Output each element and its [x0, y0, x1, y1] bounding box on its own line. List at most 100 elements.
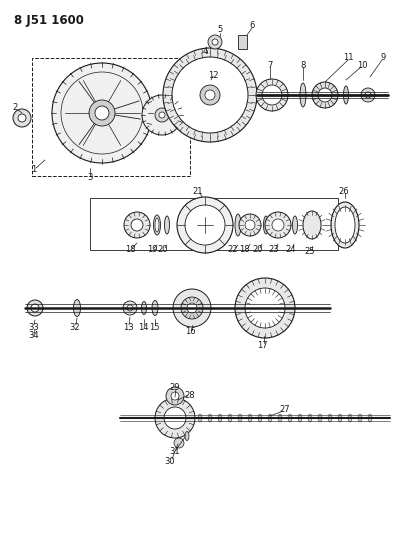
Circle shape [172, 57, 248, 133]
Text: 33: 33 [29, 322, 40, 332]
Text: 34: 34 [29, 332, 40, 341]
Ellipse shape [238, 414, 242, 422]
Circle shape [245, 220, 255, 230]
Circle shape [52, 63, 152, 163]
Circle shape [142, 95, 182, 135]
Circle shape [123, 301, 137, 315]
Circle shape [155, 108, 169, 122]
Text: 7: 7 [267, 61, 273, 69]
Circle shape [256, 79, 288, 111]
Text: 8: 8 [300, 61, 306, 69]
Ellipse shape [228, 414, 232, 422]
Text: 24: 24 [286, 246, 296, 254]
Ellipse shape [298, 414, 302, 422]
Circle shape [27, 300, 43, 316]
Ellipse shape [155, 218, 159, 232]
Text: 15: 15 [149, 322, 159, 332]
Circle shape [245, 288, 285, 328]
Text: 18: 18 [124, 246, 135, 254]
Ellipse shape [308, 414, 312, 422]
Circle shape [318, 88, 332, 102]
Circle shape [13, 109, 31, 127]
Circle shape [200, 85, 220, 105]
Circle shape [239, 214, 261, 236]
Circle shape [164, 407, 186, 429]
Text: 20: 20 [253, 246, 263, 254]
Ellipse shape [185, 432, 189, 440]
Text: 30: 30 [165, 456, 175, 465]
Circle shape [173, 289, 211, 327]
Ellipse shape [328, 414, 332, 422]
Ellipse shape [235, 214, 241, 236]
Text: 13: 13 [122, 322, 133, 332]
Circle shape [163, 48, 257, 142]
Text: 5: 5 [217, 25, 223, 34]
Text: 10: 10 [357, 61, 367, 69]
Circle shape [361, 88, 375, 102]
Circle shape [365, 92, 371, 98]
Bar [90, 198, 338, 250]
Circle shape [171, 392, 179, 400]
Text: 3: 3 [87, 174, 93, 182]
Ellipse shape [344, 86, 348, 104]
Text: 12: 12 [208, 70, 218, 79]
Circle shape [18, 114, 26, 122]
Text: 18: 18 [239, 246, 249, 254]
Text: 8 J51 1600: 8 J51 1600 [14, 14, 84, 27]
Ellipse shape [154, 215, 160, 235]
Ellipse shape [318, 414, 322, 422]
Text: 19: 19 [147, 246, 157, 254]
Ellipse shape [258, 414, 262, 422]
Circle shape [124, 212, 150, 238]
Ellipse shape [348, 414, 352, 422]
Circle shape [177, 197, 233, 253]
Circle shape [262, 85, 282, 105]
Text: 29: 29 [170, 383, 180, 392]
Text: 23: 23 [269, 246, 279, 254]
Text: 6: 6 [249, 21, 255, 30]
Ellipse shape [338, 414, 342, 422]
Text: 2: 2 [12, 102, 18, 111]
Circle shape [185, 205, 225, 245]
Text: 25: 25 [305, 247, 315, 256]
Ellipse shape [268, 414, 272, 422]
Circle shape [272, 219, 284, 231]
Ellipse shape [198, 414, 202, 422]
Text: 20: 20 [158, 246, 168, 254]
Circle shape [208, 35, 222, 49]
Text: 28: 28 [185, 391, 196, 400]
Ellipse shape [368, 414, 372, 422]
Circle shape [166, 387, 184, 405]
Text: 22: 22 [228, 246, 238, 254]
Ellipse shape [278, 414, 282, 422]
Ellipse shape [218, 414, 222, 422]
Text: 27: 27 [280, 406, 290, 415]
Text: 26: 26 [339, 188, 349, 197]
Circle shape [174, 438, 184, 448]
Ellipse shape [300, 83, 306, 107]
Circle shape [31, 304, 39, 312]
Text: 31: 31 [170, 448, 180, 456]
Ellipse shape [152, 301, 158, 316]
Text: 21: 21 [193, 188, 203, 197]
Circle shape [312, 82, 338, 108]
Ellipse shape [208, 414, 212, 422]
Bar [32, 58, 190, 176]
Text: 17: 17 [257, 341, 267, 350]
Text: 32: 32 [70, 322, 80, 332]
Bar [238, 35, 247, 49]
Circle shape [155, 398, 195, 438]
Circle shape [95, 106, 109, 120]
Text: 11: 11 [343, 53, 353, 62]
Text: 9: 9 [380, 53, 385, 62]
Ellipse shape [164, 216, 170, 234]
Ellipse shape [248, 414, 252, 422]
Circle shape [127, 305, 133, 311]
Ellipse shape [73, 300, 81, 317]
Text: 4: 4 [202, 47, 207, 56]
Circle shape [89, 100, 115, 126]
Circle shape [205, 90, 215, 100]
Ellipse shape [358, 414, 362, 422]
Text: 1: 1 [32, 166, 37, 174]
Ellipse shape [303, 211, 321, 239]
